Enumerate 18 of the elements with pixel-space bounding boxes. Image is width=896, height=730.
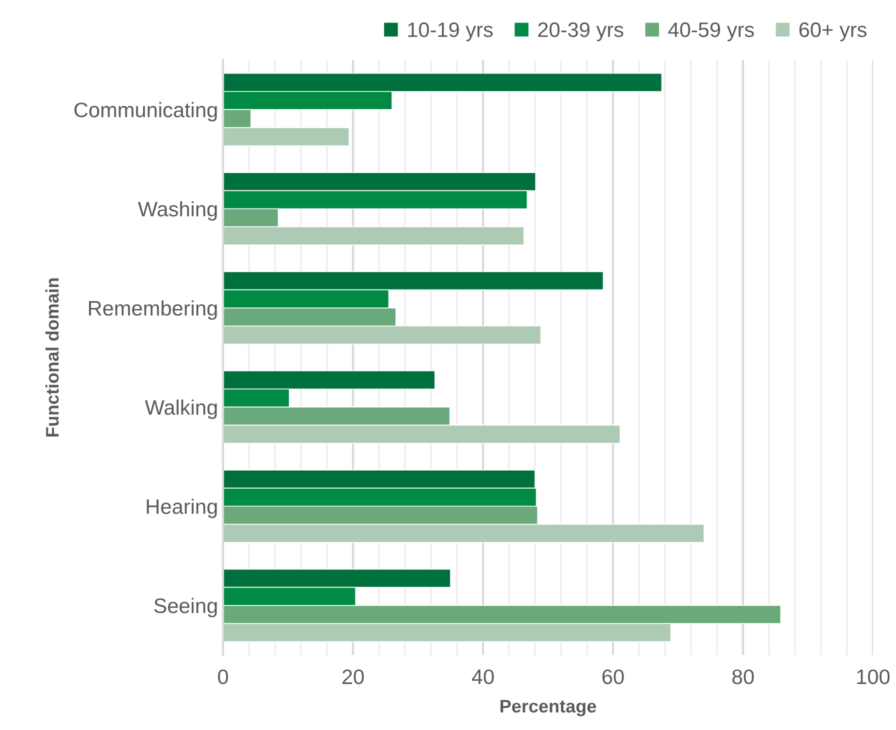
y-tick-label: Remembering xyxy=(89,300,217,320)
x-tick-label: 40 xyxy=(472,669,494,684)
legend-label: 20-39 yrs xyxy=(538,22,624,42)
y-axis-title: Functional domain xyxy=(45,278,59,437)
legend-label: 10-19 yrs xyxy=(408,22,493,42)
x-tick-label: 20 xyxy=(342,669,364,684)
x-tick-label: 60 xyxy=(602,669,624,684)
x-tick-label: 100 xyxy=(857,669,890,684)
x-tick-label: 80 xyxy=(732,669,754,684)
y-tick-label: Seeing xyxy=(154,598,217,618)
y-tick-label: Communicating xyxy=(74,102,217,122)
y-tick-label: Walking xyxy=(144,400,217,419)
y-tick-label: Washing xyxy=(138,201,217,221)
legend-label: 60+ yrs xyxy=(799,22,866,42)
x-axis-title: Percentage xyxy=(500,700,596,716)
x-tick-label: 0 xyxy=(218,669,228,684)
y-tick-label: Hearing xyxy=(146,498,217,518)
legend-label: 40-59 yrs xyxy=(668,22,754,42)
